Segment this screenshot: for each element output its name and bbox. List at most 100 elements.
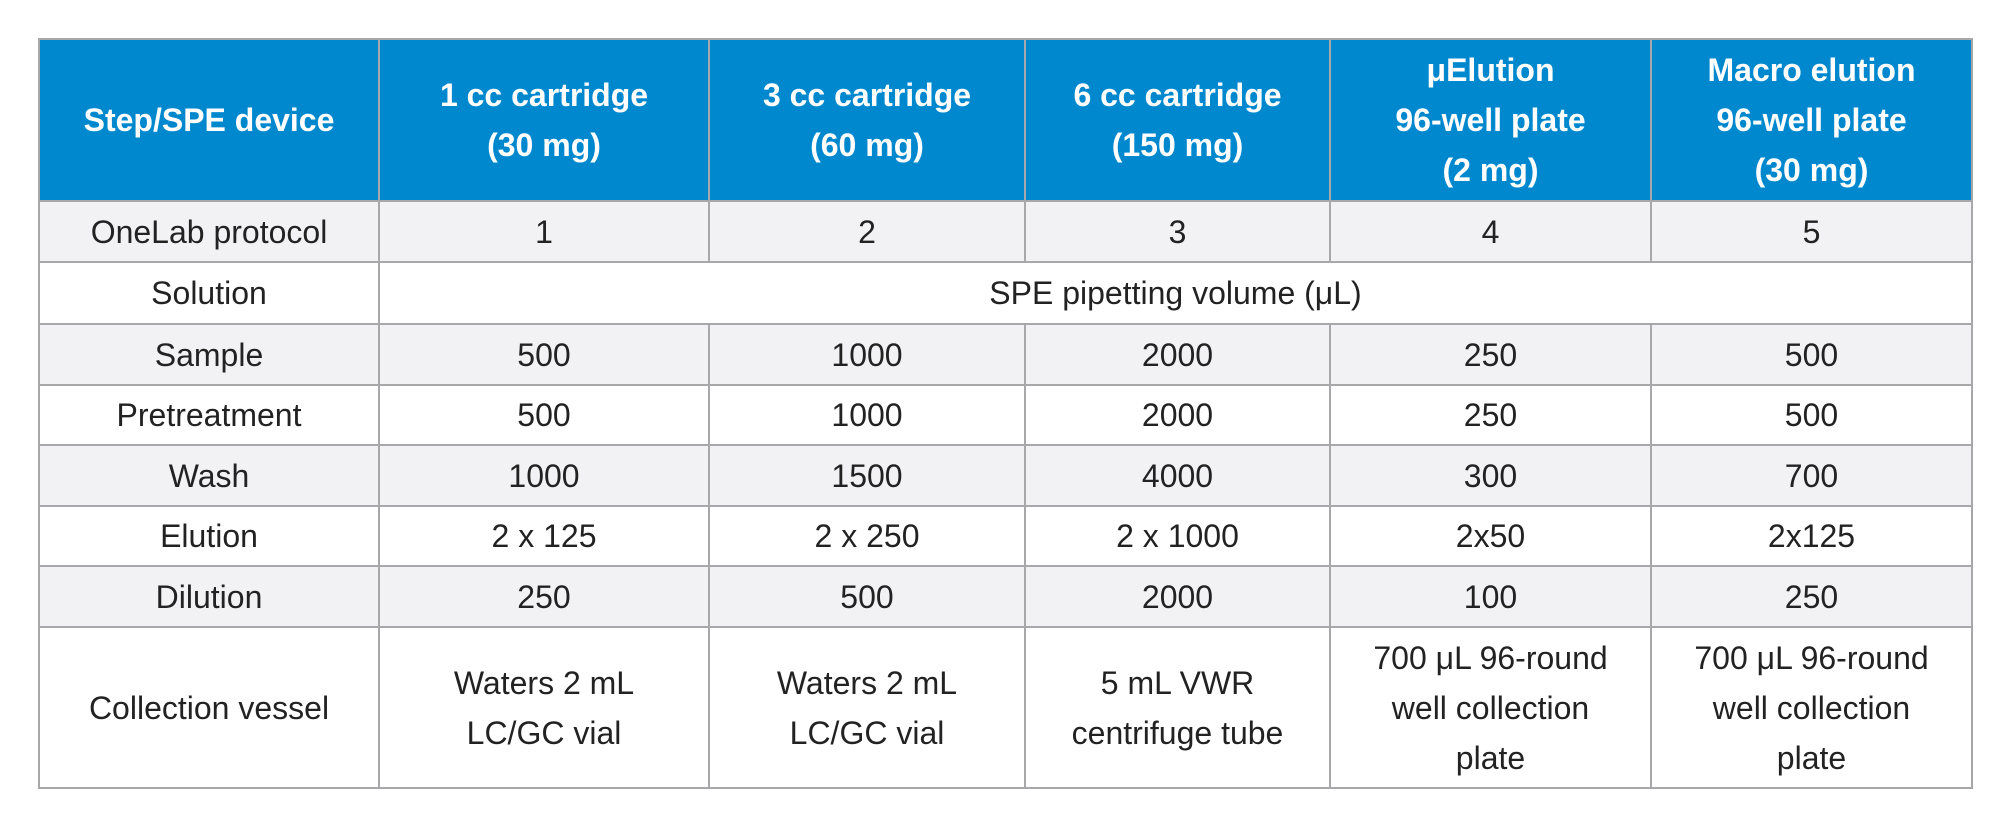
cell-text: 2000 [1141,397,1214,433]
cell-text: 1500 [831,457,903,494]
cell-text: 700 [1784,457,1839,494]
cell: SPE pipetting volume (μL) [378,261,1973,325]
cell-text: 500 [1784,397,1839,433]
cell-text: 2000 [1141,336,1214,373]
cell: 4 [1329,200,1652,263]
cell: 250 [1329,384,1652,446]
cell: 2000 [1024,565,1331,628]
cell: 5 [1650,200,1973,263]
cell-text: 96-well plate [1716,102,1907,138]
cell-text: 1000 [508,457,580,494]
cell: 2000 [1024,384,1331,446]
cell-text: 2 [858,213,876,250]
cell-text: (2 mg) [1442,152,1539,188]
cell-text: 250 [517,578,571,615]
cell-text: Waters 2 mL [453,664,635,701]
row-label: Dilution [38,565,380,628]
cell: 1000 [378,444,710,507]
cell-text: 700 μL 96-round [1373,639,1608,676]
spe-table: Step/SPE device 1 cc cartridge (30 mg) 3 cc… [38,38,1973,789]
cell: Waters 2 mL LC/GC vial [378,626,710,789]
cell: 2x50 [1329,505,1652,567]
header-cell: Step/SPE device [38,38,380,202]
cell-text: 1000 [831,397,903,433]
cell-text: LC/GC vial [789,714,945,751]
cell-text: 500 [840,578,894,615]
cell-text: 1 [535,213,553,250]
table-row: Solution SPE pipetting volume (μL) [38,261,1973,325]
cell-text: 5 mL VWR [1100,664,1255,701]
cell-text: Solution [151,275,267,311]
cell-text: Waters 2 mL [776,664,958,701]
cell-text: 2 x 1000 [1116,518,1239,554]
cell-text: (60 mg) [810,127,924,163]
cell: 500 [708,565,1026,628]
cell-text: 2x50 [1455,518,1526,554]
cell: 700 μL 96-round well collection plate [1329,626,1652,789]
cell: 2 x 250 [708,505,1026,567]
table-row: Dilution 250 500 2000 100 250 [38,565,1973,628]
cell: 300 [1329,444,1652,507]
cell: 5 mL VWR centrifuge tube [1024,626,1331,789]
cell-text: Sample [154,336,264,373]
row-label: Sample [38,323,380,386]
cell-text: Step/SPE device [83,102,335,138]
cell: 3 [1024,200,1331,263]
cell-text: plate [1455,739,1526,776]
row-label: Solution [38,261,380,325]
cell: 100 [1329,565,1652,628]
cell: 1 [378,200,710,263]
cell-text: 100 [1463,578,1518,615]
table-row: Collection vessel Waters 2 mL LC/GC vial Wa… [38,626,1973,789]
cell-text: well collection [1712,689,1911,726]
header-row: Step/SPE device 1 cc cartridge (30 mg) 3 cc… [38,38,1973,202]
cell-text: 1000 [831,336,903,373]
cell-text: well collection [1391,689,1590,726]
cell: 4000 [1024,444,1331,507]
cell-text: (150 mg) [1111,127,1244,163]
cell-text: plate [1776,739,1847,776]
cell-text: 300 [1463,457,1518,494]
cell-text: 4000 [1141,457,1214,494]
cell-text: 96-well plate [1395,102,1586,138]
table-row: Wash 1000 1500 4000 300 700 [38,444,1973,507]
table-row: OneLab protocol 1 2 3 4 5 [38,200,1973,263]
cell: 700 [1650,444,1973,507]
cell-text: Collection vessel [88,689,330,726]
header-cell: μElution 96-well plate (2 mg) [1329,38,1652,202]
cell: 1000 [708,384,1026,446]
cell-text: 2000 [1141,578,1214,615]
cell-text: LC/GC vial [466,714,622,751]
cell: 2 x 125 [378,505,710,567]
cell: 500 [378,323,710,386]
cell-text: (30 mg) [1754,152,1869,188]
cell-text: Elution [160,518,258,554]
cell: 2 x 1000 [1024,505,1331,567]
cell-text: 500 [1784,336,1839,373]
row-label: Pretreatment [38,384,380,446]
cell-text: centrifuge tube [1071,714,1284,751]
cell-text: 3 [1168,213,1187,250]
cell-text: Dilution [155,578,263,615]
cell-text: (30 mg) [487,127,601,163]
cell-text: 250 [1463,336,1518,373]
cell-text: 250 [1463,397,1518,433]
cell-text: 250 [1784,578,1839,615]
cell: 2 [708,200,1026,263]
cell-text: 1 cc cartridge [439,77,649,113]
cell-text: 500 [517,336,571,373]
row-label: Elution [38,505,380,567]
cell: Waters 2 mL LC/GC vial [708,626,1026,789]
table-row: Pretreatment 500 1000 2000 250 500 [38,384,1973,446]
table-row: Sample 500 1000 2000 250 500 [38,323,1973,386]
header-cell: 3 cc cartridge (60 mg) [708,38,1026,202]
cell: 700 μL 96-round well collection plate [1650,626,1973,789]
cell-text: 2 x 125 [491,518,597,554]
table-row: Elution 2 x 125 2 x 250 2 x 1000 2x50 2x125 [38,505,1973,567]
header-cell: 6 cc cartridge (150 mg) [1024,38,1331,202]
header-cell: 1 cc cartridge (30 mg) [378,38,710,202]
cell: 2000 [1024,323,1331,386]
cell: 500 [1650,384,1973,446]
cell: 250 [1329,323,1652,386]
